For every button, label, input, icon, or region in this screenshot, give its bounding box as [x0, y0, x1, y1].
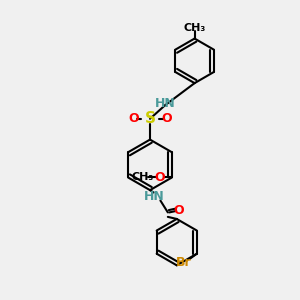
Text: O: O	[161, 112, 172, 125]
Text: Br: Br	[176, 256, 191, 268]
Text: S: S	[145, 111, 155, 126]
Text: CH₃: CH₃	[184, 23, 206, 33]
Text: CH₃: CH₃	[132, 172, 154, 182]
Text: O: O	[128, 112, 139, 125]
Text: O: O	[154, 171, 165, 184]
Text: O: O	[173, 204, 184, 218]
Text: HN: HN	[144, 190, 165, 202]
Text: HN: HN	[154, 98, 175, 110]
